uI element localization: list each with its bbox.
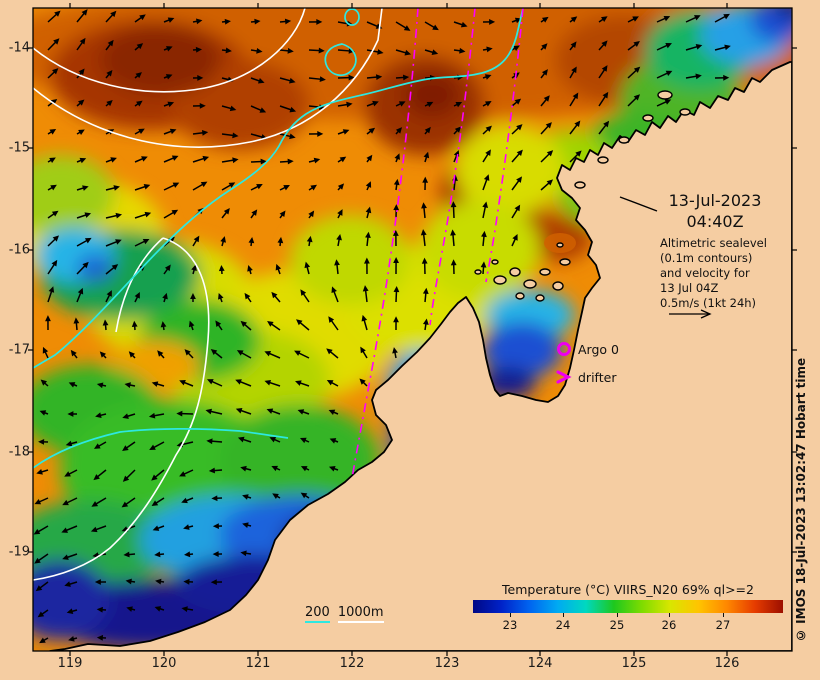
lon-tick-label: 124 <box>527 656 553 671</box>
lon-tick-label: 120 <box>151 656 177 671</box>
altimetric-line: 0.5m/s (1kt 24h) <box>660 296 757 310</box>
lon-tick-label: 126 <box>714 656 740 671</box>
colorbar-tick <box>669 613 670 617</box>
altimetric-line: Altimetric sealevel <box>660 236 767 250</box>
colorbar-tick <box>563 613 564 617</box>
altimetric-note: Altimetric sealevel (0.1m contours) and … <box>660 236 800 311</box>
velocity-scale-arrow <box>669 309 712 319</box>
drifter-legend-item: drifter <box>556 366 619 388</box>
copyright-text: © IMOS 18-Jul-2023 13:02:47 Hobart time <box>794 357 808 642</box>
lat-tick-label: -18 <box>8 444 30 460</box>
lon-tick-label: 122 <box>339 656 365 671</box>
lon-tick-label: 119 <box>57 656 83 671</box>
marker-legend: Argo 0 drifter <box>556 338 619 394</box>
swath-lines <box>351 8 524 479</box>
colorbar-gradient: 23 24 25 26 27 <box>473 600 783 632</box>
altimetric-line: 13 Jul 04Z <box>660 281 719 295</box>
colorbar-tick-label: 27 <box>715 618 731 632</box>
map-border <box>32 7 793 652</box>
isobath-200-contour <box>33 8 524 469</box>
colorbar-tick-label: 25 <box>609 618 625 632</box>
lon-tick-label: 121 <box>245 656 271 671</box>
isobath-200-label: 200 <box>305 605 330 623</box>
colorbar-tick-label: 24 <box>555 618 571 632</box>
lat-tick-label: -15 <box>8 140 30 156</box>
isobath-depth-legend: 200 1000m <box>305 605 384 623</box>
axis-ticks <box>28 3 797 656</box>
datetime-callout-line <box>619 196 658 212</box>
altimetric-line: (0.1m contours) <box>660 251 753 265</box>
lon-tick-label: 123 <box>434 656 460 671</box>
lat-tick-label: -14 <box>8 40 30 56</box>
datetime-label: 13-Jul-2023 04:40Z <box>655 190 775 232</box>
velocity-arrows <box>33 9 731 644</box>
colorbar-tick <box>617 613 618 617</box>
colorbar-title: Temperature (°C) VIIRS_N20 69% ql>=2 <box>502 582 754 597</box>
lon-tick-label: 125 <box>621 656 647 671</box>
colorbar-tick <box>510 613 511 617</box>
altimetric-line: and velocity for <box>660 266 750 280</box>
colorbar-tick <box>723 613 724 617</box>
argo-circle-icon <box>556 341 578 357</box>
lat-tick-label: -19 <box>8 544 30 560</box>
argo-legend-item: Argo 0 <box>556 338 619 360</box>
argo-label: Argo 0 <box>578 341 619 357</box>
temperature-colorbar: Temperature (°C) VIIRS_N20 69% ql>=2 23 2… <box>473 582 783 632</box>
coastline-land <box>49 61 792 651</box>
drifter-label: drifter <box>578 369 617 385</box>
lat-tick-label: -16 <box>8 242 30 258</box>
datetime-date: 13-Jul-2023 <box>668 191 762 210</box>
sealevel-contours <box>33 8 383 581</box>
colorbar-tick-label: 26 <box>661 618 677 632</box>
colorbar-tick-label: 23 <box>502 618 518 632</box>
isobath-1000-label: 1000m <box>337 605 384 623</box>
drifter-arrowhead-icon <box>556 370 578 384</box>
datetime-time: 04:40Z <box>686 212 744 231</box>
lat-tick-label: -17 <box>8 342 30 358</box>
